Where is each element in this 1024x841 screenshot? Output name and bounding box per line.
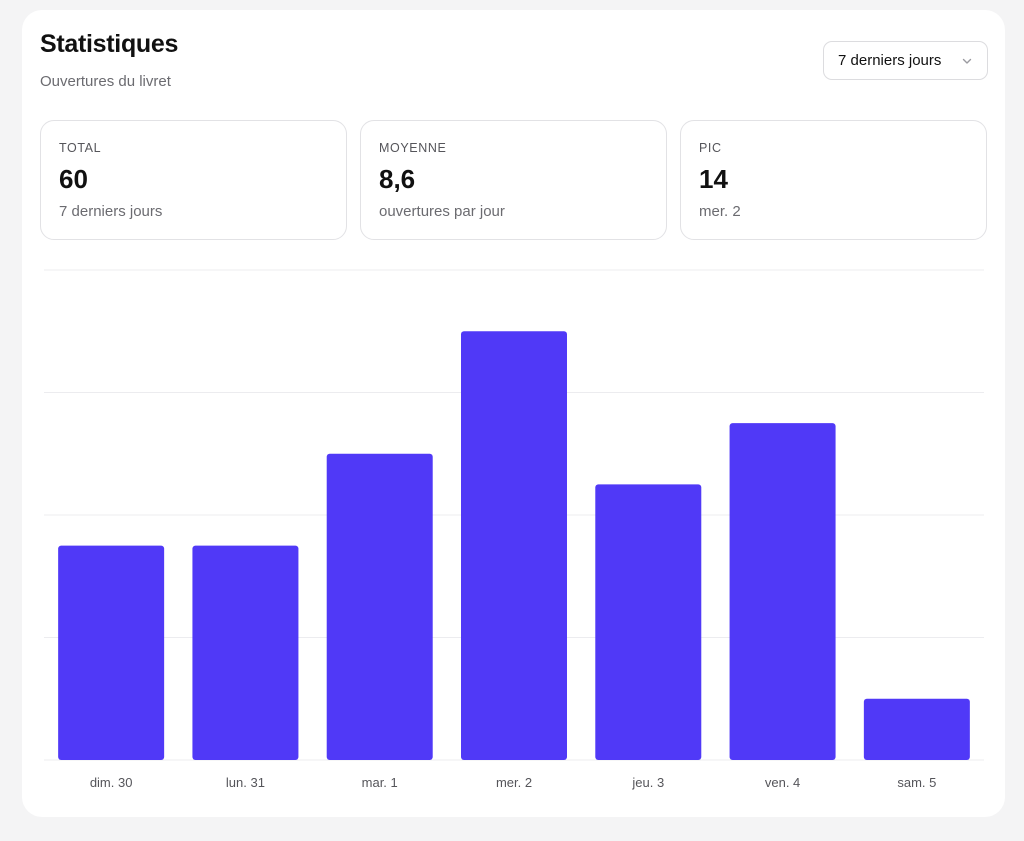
stat-note: ouvertures par jour	[379, 203, 505, 220]
bar-2[interactable]	[326, 453, 433, 760]
stat-card-total: TOTAL 60 7 derniers jours	[40, 120, 347, 240]
stat-label: PIC	[699, 141, 722, 155]
openings-bar-chart: dim. 30 lun. 31 mar. 1 mer. 2 jeu. 3 ven. 4 sa…	[44, 265, 984, 805]
period-select[interactable]: 7 derniers jours	[823, 41, 988, 80]
bar-5[interactable]	[729, 423, 836, 760]
x-tick-label: mar. 1	[362, 775, 398, 790]
bar-6[interactable]	[863, 698, 970, 760]
bar-4[interactable]	[595, 484, 702, 760]
stat-label: MOYENNE	[379, 141, 447, 155]
x-tick-label: jeu. 3	[631, 775, 664, 790]
chart-svg: dim. 30 lun. 31 mar. 1 mer. 2 jeu. 3 ven. 4 sa…	[44, 269, 984, 790]
stat-note: 7 derniers jours	[59, 203, 163, 220]
stat-card-peak: PIC 14 mer. 2	[680, 120, 987, 240]
bar-0[interactable]	[58, 545, 165, 760]
bar-1[interactable]	[192, 545, 299, 760]
stat-value: 8,6	[379, 164, 416, 194]
stat-card-average: MOYENNE 8,6 ouvertures par jour	[360, 120, 667, 240]
x-tick-label: sam. 5	[897, 775, 936, 790]
page-title: Statistiques	[40, 30, 179, 58]
x-tick-label: mer. 2	[496, 775, 532, 790]
x-tick-label: ven. 4	[765, 775, 800, 790]
stat-note: mer. 2	[699, 203, 741, 220]
x-tick-label: lun. 31	[226, 775, 265, 790]
stat-value: 14	[699, 164, 728, 194]
stat-label: TOTAL	[59, 141, 102, 155]
page-subtitle: Ouvertures du livret	[40, 73, 171, 90]
bar-3[interactable]	[461, 331, 567, 760]
stat-value: 60	[59, 164, 88, 194]
x-tick-label: dim. 30	[90, 775, 133, 790]
period-select-value: 7 derniers jours	[838, 52, 942, 69]
chevron-down-icon	[962, 58, 972, 64]
statistics-card: Statistiques Ouvertures du livret 7 dern…	[22, 10, 1005, 817]
